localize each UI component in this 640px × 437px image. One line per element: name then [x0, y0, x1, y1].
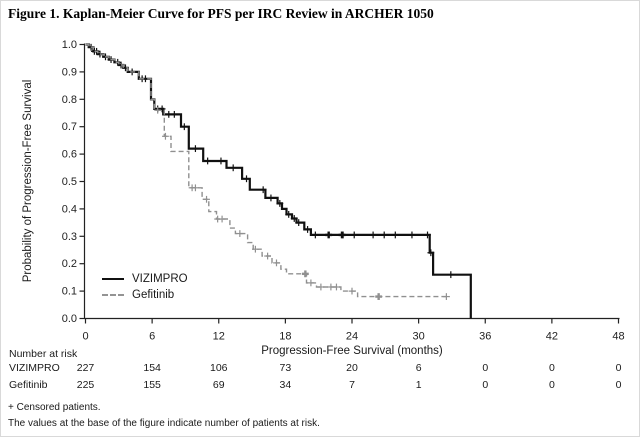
risk-count: 0 — [615, 379, 622, 391]
gefitinib-censor-mark — [442, 293, 450, 300]
vizimpro-censor-mark — [217, 157, 225, 165]
vizimpro-censor-mark — [311, 231, 319, 239]
x-tick-label: 36 — [479, 331, 491, 343]
vizimpro-censor-mark — [243, 175, 250, 183]
vizimpro-censor-mark — [408, 231, 416, 239]
y-tick-label: 0.5 — [62, 176, 77, 188]
legend-label-gefitinib: Gefitinib — [132, 289, 175, 301]
vizimpro-censor-mark — [290, 215, 298, 222]
gefitinib-censor-mark — [333, 283, 340, 291]
y-tick-label: 0.8 — [62, 94, 77, 106]
legend-item-gefitinib: Gefitinib — [102, 287, 188, 303]
x-tick-label: 18 — [279, 331, 291, 343]
risk-count: 20 — [346, 362, 358, 374]
vizimpro-censor-mark — [229, 164, 237, 172]
risk-count: 0 — [615, 362, 622, 374]
vizimpro-censor-mark — [204, 157, 212, 165]
legend-label-vizimpro: VIZIMPRO — [132, 273, 188, 285]
legend: VIZIMPRO Gefitinib — [102, 271, 188, 303]
gefitinib-censor-mark — [218, 215, 226, 223]
vizimpro-censor-mark — [369, 231, 377, 239]
gefitinib-censor-mark — [301, 270, 309, 278]
y-axis-title: Probability of Progression-Free Survival — [22, 79, 34, 283]
risk-count: 155 — [143, 379, 161, 391]
y-tick-label: 0.0 — [62, 313, 77, 325]
footnote-risk-values: The values at the base of the figure ind… — [8, 418, 320, 429]
y-tick-label: 0.9 — [62, 66, 77, 78]
gefitinib-censor-mark — [264, 252, 272, 260]
gefitinib-censor-mark — [203, 195, 210, 203]
vizimpro-censor-mark — [424, 231, 431, 239]
vizimpro-censor-mark — [295, 219, 303, 226]
vizimpro-censor-mark — [267, 194, 275, 202]
gefitinib-censor-mark — [236, 230, 244, 237]
y-tick-label: 0.6 — [62, 149, 77, 161]
risk-count: 106 — [209, 362, 228, 374]
vizimpro-censor-mark — [192, 145, 199, 153]
y-tick-label: 0.1 — [62, 286, 77, 298]
x-tick-label: 24 — [346, 331, 358, 343]
risk-count: 69 — [212, 379, 225, 391]
risk-count: 0 — [482, 379, 489, 391]
vizimpro-censor-mark — [338, 231, 346, 239]
risk-count: 227 — [76, 362, 95, 374]
gefitinib-censor-mark — [154, 106, 162, 114]
gefitinib-censor-mark — [251, 245, 259, 253]
vizimpro-censor-mark — [276, 200, 284, 207]
risk-count: 0 — [482, 362, 489, 374]
gefitinib-curve — [85, 43, 450, 298]
risk-count: 154 — [143, 362, 161, 374]
vizimpro-censor-mark — [304, 226, 311, 233]
risk-row-label-vizimpro: VIZIMPRO — [9, 362, 60, 374]
y-tick-label: 0.4 — [62, 203, 77, 215]
vizimpro-censor-mark — [170, 110, 178, 118]
vizimpro-censor-mark — [391, 231, 399, 239]
risk-count: 0 — [548, 362, 555, 374]
vizimpro-censor-mark — [447, 271, 455, 279]
x-tick-label: 0 — [82, 331, 88, 343]
x-tick-label: 48 — [612, 331, 624, 343]
risk-count: 7 — [349, 379, 355, 391]
risk-count: 73 — [279, 362, 292, 374]
risk-count: 34 — [279, 379, 292, 391]
x-axis-title: Progression-Free Survival (months) — [261, 345, 443, 357]
vizimpro-censor-mark — [180, 123, 188, 131]
vizimpro-censor-mark — [350, 231, 358, 239]
risk-count: 225 — [76, 379, 95, 391]
y-tick-label: 0.7 — [62, 121, 77, 133]
x-tick-label: 12 — [213, 331, 225, 343]
gefitinib-censor-mark — [307, 279, 315, 287]
x-tick-label: 6 — [149, 331, 155, 343]
gefitinib-censor-mark — [192, 184, 199, 192]
risk-count: 1 — [415, 379, 422, 391]
footnote-censored: + Censored patients. — [8, 402, 101, 413]
y-tick-label: 1.0 — [62, 39, 77, 51]
x-tick-label: 42 — [546, 331, 558, 343]
vizimpro-censor-mark — [427, 249, 435, 257]
vizimpro-censor-mark — [285, 210, 293, 218]
gefitinib-censor-mark — [375, 293, 383, 300]
vizimpro-censor-mark — [325, 231, 333, 239]
number-at-risk-label: Number at risk — [9, 348, 78, 360]
risk-count: 6 — [415, 362, 422, 374]
vizimpro-censor-mark — [259, 186, 267, 194]
x-tick-label: 30 — [413, 331, 425, 343]
gefitinib-censor-mark — [348, 287, 356, 295]
gefitinib-censor-mark — [162, 132, 169, 140]
risk-count: 0 — [548, 379, 555, 391]
gefitinib-censor-mark — [317, 283, 325, 291]
vizimpro-censor-mark — [158, 105, 166, 113]
gefitinib-censor-mark — [273, 259, 280, 267]
y-tick-label: 0.3 — [62, 231, 77, 243]
legend-item-vizimpro: VIZIMPRO — [102, 271, 188, 287]
risk-row-label-gefitinib: Gefitinib — [9, 379, 48, 391]
vizimpro-line-swatch — [102, 278, 124, 280]
gefitinib-line-swatch — [102, 294, 124, 296]
figure-title: Figure 1. Kaplan-Meier Curve for PFS per… — [8, 6, 434, 21]
vizimpro-censor-mark — [380, 231, 388, 239]
y-tick-label: 0.2 — [62, 258, 77, 270]
